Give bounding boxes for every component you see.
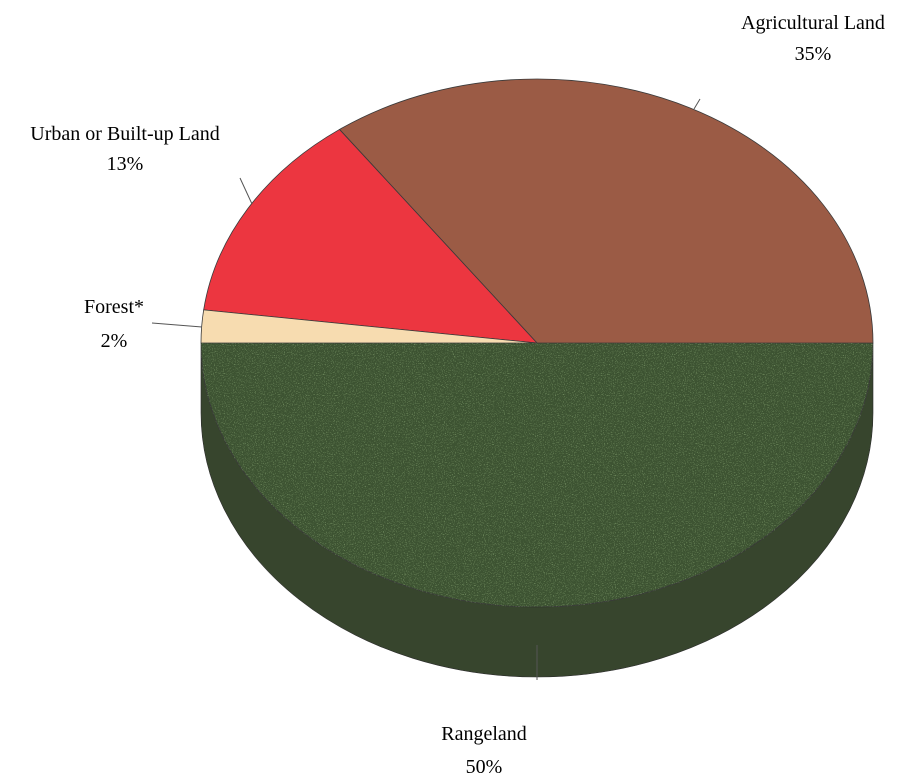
slice-value-label-agricultural-land: 35% bbox=[795, 43, 832, 65]
slice-value-label-rangeland: 50% bbox=[466, 756, 503, 774]
pie-slice-urban-or-built-up-land bbox=[203, 128, 539, 344]
slice-label-rangeland: Rangeland bbox=[441, 723, 527, 745]
leader-line-forest bbox=[151, 322, 203, 328]
pie-slice-layer bbox=[200, 78, 874, 608]
slice-label-urban-or-built-up-land: Urban or Built-up Land bbox=[30, 123, 219, 145]
pie-slice-rangeland bbox=[200, 342, 874, 608]
slice-value-label-urban-or-built-up-land: 13% bbox=[107, 153, 144, 175]
leader-line-urban-or-built-up-land bbox=[239, 177, 253, 205]
slice-label-forest: Forest* bbox=[84, 296, 144, 318]
slice-value-label-forest: 2% bbox=[101, 330, 128, 352]
leader-line-agricultural-land bbox=[693, 98, 701, 110]
slice-label-agricultural-land: Agricultural Land bbox=[741, 12, 885, 34]
pie-slice-agricultural-land bbox=[338, 78, 874, 344]
leader-line-layer bbox=[151, 98, 701, 680]
slice-label-layer: Agricultural Land 35% Urban or Built-up La… bbox=[30, 12, 885, 774]
